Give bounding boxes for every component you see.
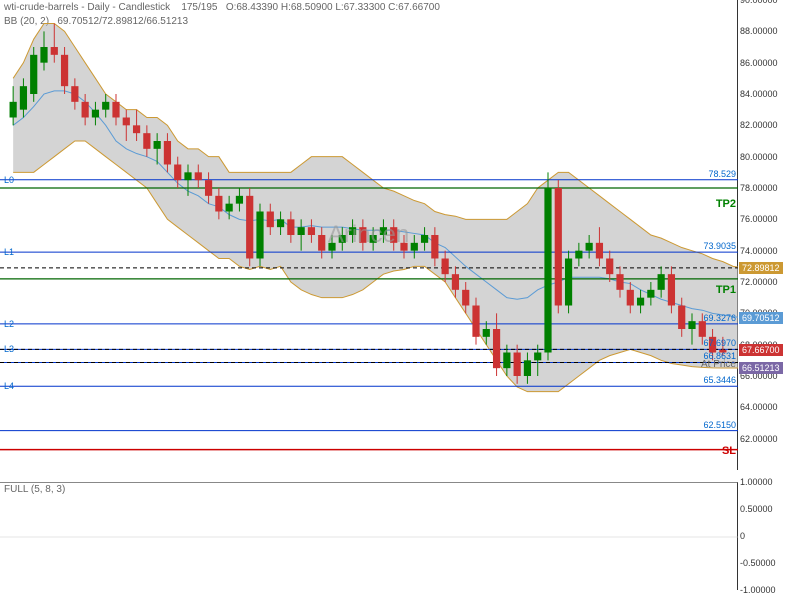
y-tick: 82.00000 (740, 120, 778, 130)
chart-container: wti-crude-barrels - Daily - Candlestick … (0, 0, 800, 600)
level-label-left: L3 (4, 344, 14, 354)
indicator-y-tick: -1.00000 (740, 585, 776, 595)
level-label-right: 67.6970 (703, 338, 736, 348)
y-tick: 86.00000 (740, 58, 778, 68)
y-tick: 76.00000 (740, 214, 778, 224)
level-label-left: L0 (4, 175, 14, 185)
tp-label: TP2 (716, 198, 736, 210)
level-label-left: L2 (4, 319, 14, 329)
main-price-chart[interactable]: Arincen (0, 0, 738, 470)
price-badge: 72.89812 (739, 262, 783, 274)
indicator-chart[interactable] (0, 482, 738, 590)
price-badge: 66.51213 (739, 362, 783, 374)
level-label-right: 73.9035 (703, 241, 736, 251)
indicator-y-tick: 0 (740, 531, 745, 541)
y-tick: 80.00000 (740, 152, 778, 162)
indicator-y-tick: 0.50000 (740, 504, 773, 514)
indicator-y-axis: 1.000000.500000-0.50000-1.00000 (738, 482, 800, 590)
sl-label: SL (722, 445, 736, 457)
y-tick: 90.00000 (740, 0, 778, 5)
chart-svg (0, 0, 738, 470)
y-tick: 88.00000 (740, 26, 778, 36)
level-label-right: 65.3446 (703, 375, 736, 385)
y-tick: 78.00000 (740, 183, 778, 193)
y-tick: 84.00000 (740, 89, 778, 99)
tp-label: TP1 (716, 284, 736, 296)
y-tick: 62.00000 (740, 434, 778, 444)
indicator-svg (0, 483, 738, 591)
y-tick: 72.00000 (740, 277, 778, 287)
price-badge: 67.66700 (739, 344, 783, 356)
price-y-axis: 90.00000 88.00000 86.00000 84.00000 82.00000… (738, 0, 800, 470)
price-badge: 69.70512 (739, 312, 783, 324)
y-tick: 74.00000 (740, 246, 778, 256)
indicator-y-tick: -0.50000 (740, 558, 776, 568)
level-label-right: 62.5150 (703, 420, 736, 430)
at-price-label: At Price (701, 359, 736, 370)
indicator-y-tick: 1.00000 (740, 477, 773, 487)
level-label-left: L1 (4, 247, 14, 257)
level-label-right: 69.3276 (703, 313, 736, 323)
level-label-left: L4 (4, 381, 14, 391)
y-tick: 64.00000 (740, 402, 778, 412)
level-label-right: 78.529 (708, 169, 736, 179)
